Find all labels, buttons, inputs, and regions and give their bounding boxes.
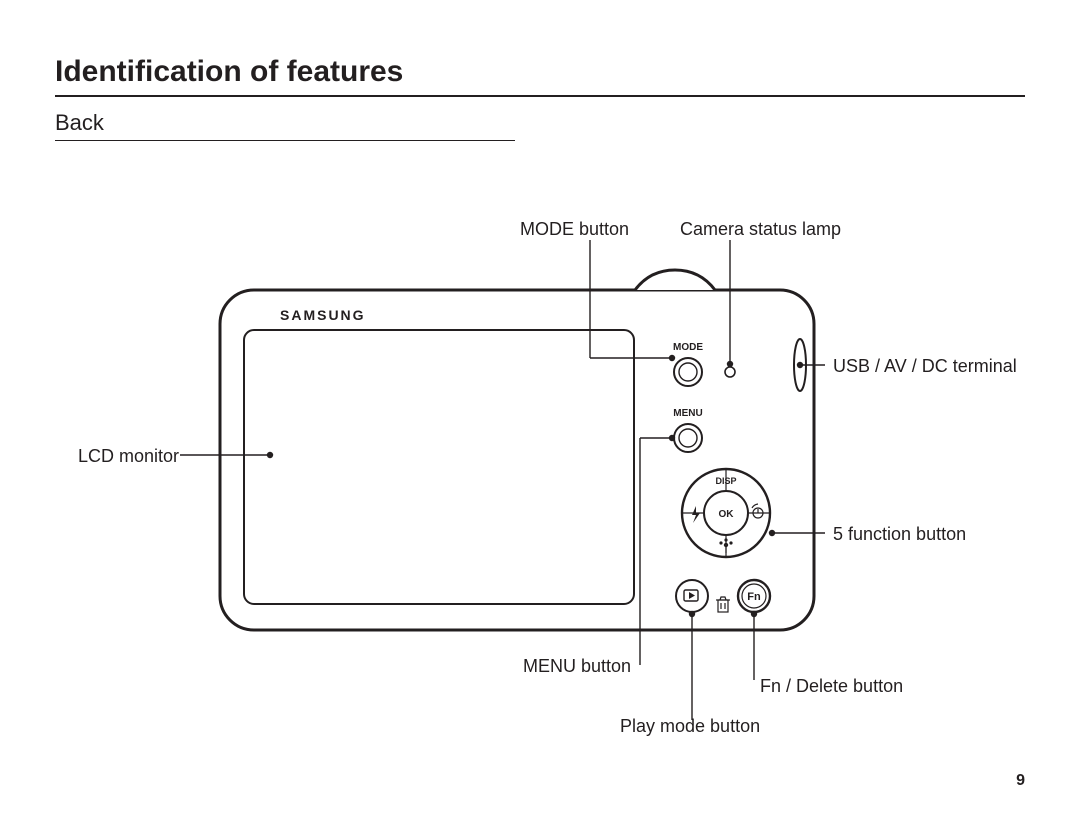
macro-icon: [719, 538, 732, 553]
label-play-mode: Play mode button: [620, 715, 760, 737]
brand-label: SAMSUNG: [280, 307, 366, 323]
mode-button-inner: [679, 363, 697, 381]
top-bump: [635, 270, 715, 290]
mode-text: MODE: [673, 342, 703, 353]
flash-icon: [692, 506, 700, 523]
timer-icon: [752, 504, 763, 518]
page-number: 9: [1016, 772, 1025, 790]
menu-button-outer: [674, 424, 702, 452]
menu-button-inner: [679, 429, 697, 447]
label-fn-delete: Fn / Delete button: [760, 675, 903, 697]
status-lamp: [725, 367, 735, 377]
menu-text: MENU: [673, 408, 702, 419]
diagram-svg: SAMSUNG MODE MENU DISP OK: [0, 0, 1080, 815]
fn-text: Fn: [747, 591, 761, 603]
disp-text: DISP: [715, 476, 736, 486]
label-lcd-monitor: LCD monitor: [78, 445, 179, 467]
ok-text: OK: [719, 509, 735, 520]
trash-icon: [716, 597, 730, 612]
mode-button-outer: [674, 358, 702, 386]
camera-body: [220, 290, 814, 630]
manual-page: Identification of features Back SAMSUNG …: [0, 0, 1080, 815]
label-mode-button: MODE button: [520, 218, 629, 240]
lcd-screen: [244, 330, 634, 604]
label-menu-button: MENU button: [523, 655, 631, 677]
label-five-function: 5 function button: [833, 523, 966, 545]
play-icon-tri: [689, 592, 695, 599]
label-status-lamp: Camera status lamp: [680, 218, 841, 240]
label-usb-terminal: USB / AV / DC terminal: [833, 355, 1017, 377]
